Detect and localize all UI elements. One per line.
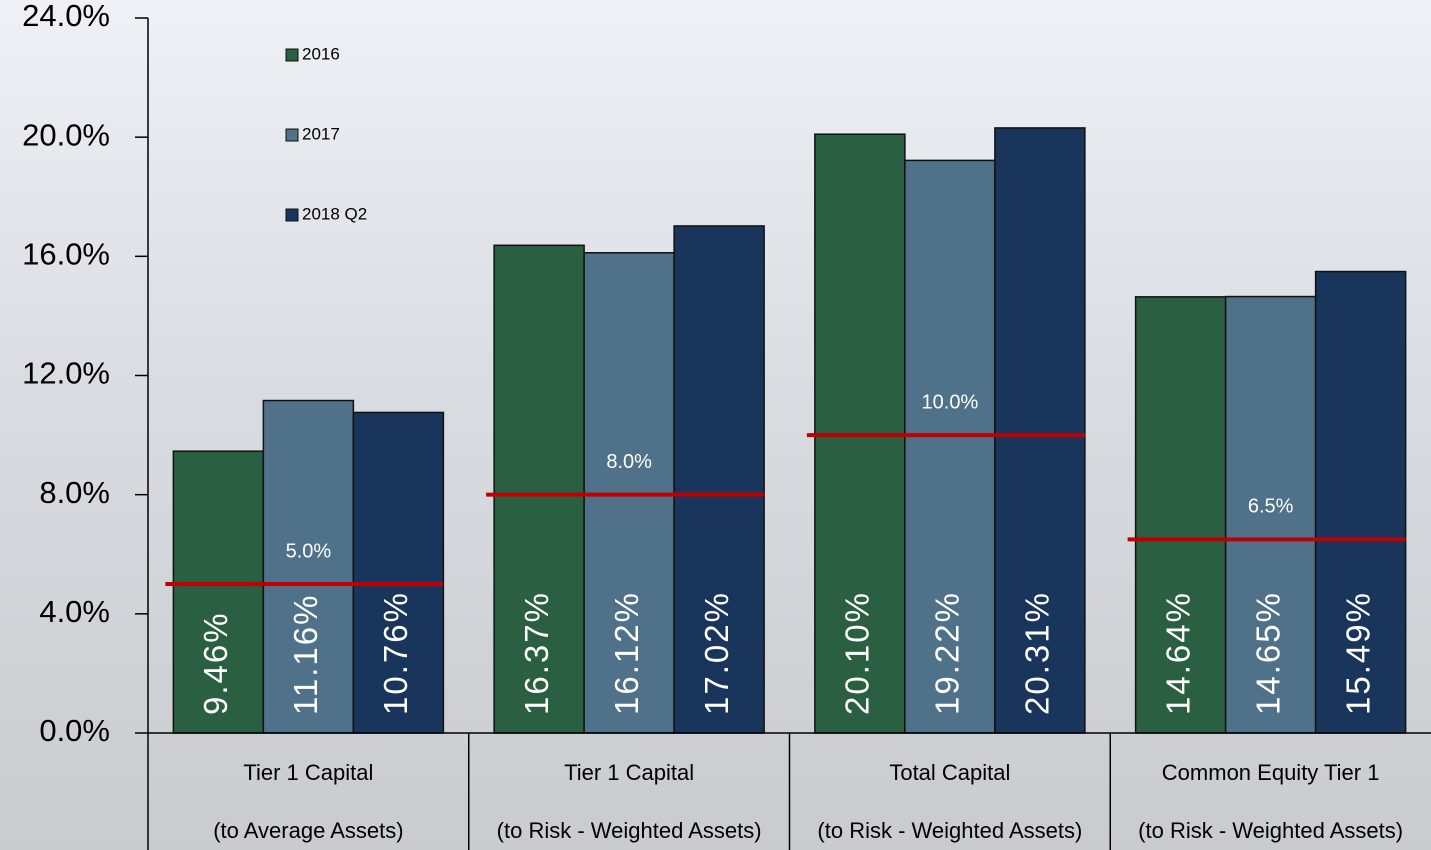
y-tick-label: 20.0% — [22, 117, 110, 152]
value-label: 20.31% — [1019, 591, 1056, 715]
threshold-label: 5.0% — [286, 540, 332, 562]
bar — [1314, 270, 1407, 734]
legend-swatch — [285, 208, 299, 222]
value-label: 10.76% — [377, 591, 414, 715]
value-label: 19.22% — [929, 591, 966, 715]
x-tick-label: (to Risk - Weighted Assets) — [817, 818, 1082, 843]
x-tick-label: (to Risk - Weighted Assets) — [497, 818, 762, 843]
value-label: 14.64% — [1159, 591, 1196, 715]
bar — [994, 127, 1086, 734]
legend-swatch — [285, 48, 299, 62]
x-tick-label: Tier 1 Capital — [243, 760, 373, 785]
value-label: 11.16% — [287, 594, 324, 715]
value-label: 20.10% — [839, 591, 876, 715]
value-label: 14.65% — [1249, 591, 1286, 715]
x-tick-label: Common Equity Tier 1 — [1162, 760, 1380, 785]
y-tick-label: 12.0% — [22, 356, 110, 391]
legend-label: 2018 Q2 — [302, 204, 367, 223]
y-tick-label: 24.0% — [22, 0, 110, 33]
bar — [493, 244, 585, 734]
y-tick-label: 16.0% — [22, 237, 110, 272]
bar — [262, 399, 355, 734]
y-tick-label: 4.0% — [39, 594, 110, 629]
value-label: 15.49% — [1339, 591, 1376, 715]
threshold-label: 8.0% — [606, 451, 652, 473]
threshold-label: 10.0% — [922, 391, 979, 413]
x-tick-label: (to Risk - Weighted Assets) — [1138, 818, 1403, 843]
bar — [1134, 296, 1227, 734]
legend-label: 2016 — [302, 44, 340, 63]
threshold-label: 6.5% — [1248, 496, 1294, 518]
value-label: 17.02% — [698, 591, 735, 715]
legend-swatch — [285, 128, 299, 142]
value-label: 9.46% — [197, 611, 234, 715]
y-tick-label: 0.0% — [39, 713, 110, 748]
value-label: 16.37% — [518, 591, 555, 715]
value-label: 16.12% — [608, 591, 645, 715]
x-tick-label: Tier 1 Capital — [564, 760, 694, 785]
bar — [1224, 295, 1317, 734]
bar — [904, 159, 996, 734]
x-tick-label: Total Capital — [889, 760, 1010, 785]
legend-label: 2017 — [302, 124, 340, 143]
y-tick-label: 8.0% — [39, 475, 110, 510]
x-tick-label: (to Average Assets) — [213, 818, 403, 843]
